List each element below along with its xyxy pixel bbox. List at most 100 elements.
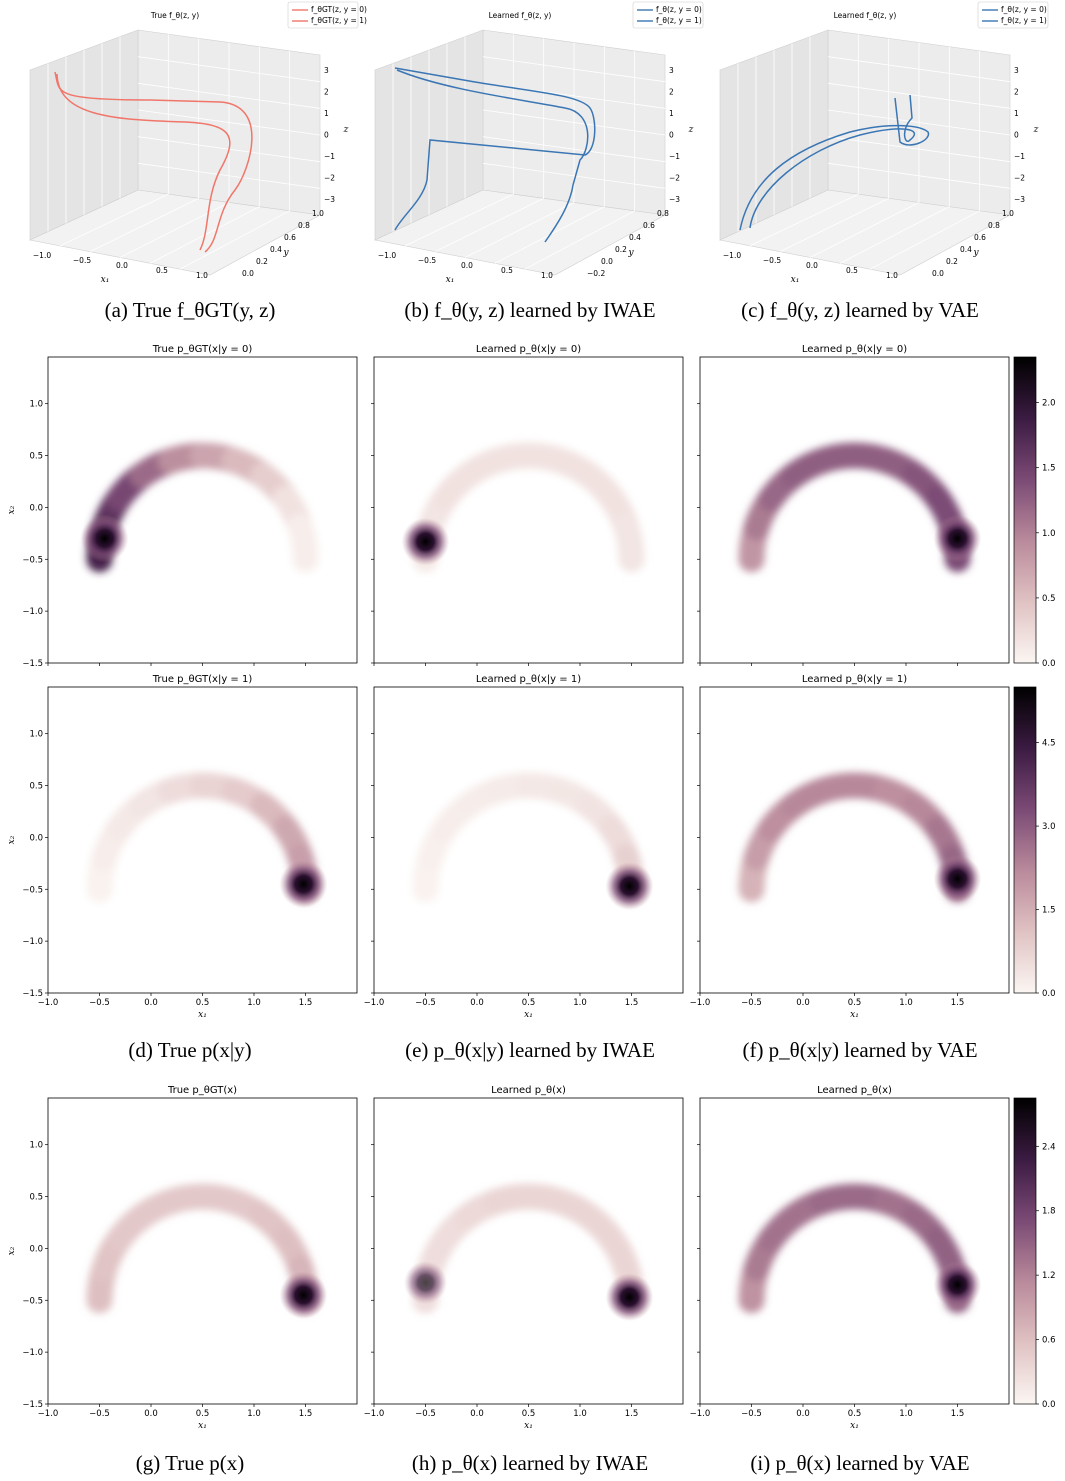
x-tick-label: 0.0 [144,1409,158,1419]
plot-title: True f_θ(z, y) [150,11,199,20]
legend-label: f_θ(z, y = 1) [656,16,702,25]
x-tick-label: 1.5 [299,998,313,1008]
x-tick-label: 1.5 [951,998,965,1008]
y-tick-label: 0.8 [657,209,669,218]
z-tick-label: −2 [669,174,680,183]
x-tick-label: 1.5 [625,998,639,1008]
x-tick-label: 0.0 [796,1409,810,1419]
colorbar-tick-label: 1.5 [1042,906,1056,916]
caption: (i) p_θ(x) learned by VAE [750,1451,969,1475]
density-peak [605,1273,654,1322]
density-peak [933,514,982,563]
caption: (a) True f_θGT(y, z) [105,298,276,322]
y-axis-label: x₂ [7,1246,17,1255]
caption: (b) f_θ(y, z) learned by IWAE [404,298,655,322]
x-tick-label: −0.5 [415,998,436,1008]
plot-background [48,1098,357,1404]
grid-line [749,193,859,247]
grid-line [869,210,980,270]
z-tick-label: 0 [669,131,674,140]
plot-background [374,1098,683,1404]
colorbar-tick-label: 1.2 [1042,1271,1056,1281]
curve [739,97,930,231]
panel-title: True p_θGT(x|y = 1) [152,674,253,685]
colorbar-tick-label: 0.6 [1042,1336,1056,1346]
x-tick-label: −1.0 [364,998,385,1008]
x1-axis-label: x₁ [446,275,455,285]
y-tick-label: 0.4 [960,245,972,254]
y-tick-label: 0.8 [988,221,1000,230]
x1-tick-label: −1.0 [33,251,51,260]
heatmap-panel: Learned p_θ(x|y = 1) −1.0 −0.5 0.0 0.5 1.0 1.5… [690,674,1010,1020]
panel-title: True p_θGT(x|y = 0) [152,344,253,355]
y-tick-label: 0.0 [932,269,944,278]
x-tick-label: 0.5 [848,1409,862,1419]
y-tick-label: 0.6 [974,233,986,242]
colorbar-tick-label: 0.0 [1042,989,1056,999]
grid-line [137,162,321,189]
heatmap-panel: True p_θGT(x|y = 1)−1.5−1.0−0.50.00.51.0… [7,674,358,1020]
legend: f_θ(z, y = 0) f_θ(z, y = 1) [632,1,704,29]
colorbar: 0.0 0.5 1.0 1.5 2.0 [1013,356,1056,669]
colorbar-bar [1013,686,1037,994]
y-tick-label: 0.2 [946,257,958,266]
panel-title: Learned p_θ(x) [491,1085,566,1096]
legend-label: f_θGT(z, y = 1) [311,16,367,25]
curve [396,69,589,243]
legend: f_θ(z, y = 0) f_θ(z, y = 1) [977,1,1049,29]
x-tick-label: 1.5 [299,1409,313,1419]
x-tick-label: 0.0 [470,1409,484,1419]
x-tick-label: −1.0 [38,998,59,1008]
legend-label: f_θGT(z, y = 0) [311,5,367,14]
x-tick-label: 0.0 [796,998,810,1008]
z-tick-label: 3 [324,66,329,75]
y-tick-label: −1.0 [22,1348,43,1358]
density-arc [86,772,319,903]
caption: (h) p_θ(x) learned by IWAE [412,1451,648,1475]
plot-background [700,1098,1009,1404]
y-tick-label: 0.2 [256,257,268,266]
y-tick-label: 1.0 [29,730,43,740]
x1-tick-label: −1.0 [723,251,741,260]
y-tick-label: 1.0 [312,209,324,218]
panel-title: Learned p_θ(x|y = 0) [802,344,907,355]
y-tick-label: 0.4 [270,245,282,254]
y-tick-label: 0.0 [601,257,613,266]
z-tick-label: 1 [1014,109,1019,118]
grid-line [464,202,575,258]
y-axis-label: x₂ [7,835,17,844]
colorbar-tick-label: 4.5 [1042,739,1056,749]
x-tick-label: 1.5 [625,1409,639,1419]
x1-tick-label: 1.0 [886,271,898,280]
y-tick-label: 0.0 [29,503,43,513]
grid-line [179,210,290,270]
y-tick-label: −1.5 [22,1400,43,1410]
heatmap-panel: True p_θGT(x)−1.5−1.0−0.50.00.51.0x₂−1.0… [7,1085,358,1431]
plot-background [48,357,357,663]
heatmap-panel: Learned p_θ(x) −1.0 −0.5 0.0 0.5 1.0 1.5 x₁ [364,1085,684,1431]
x-tick-label: 1.0 [247,998,261,1008]
heatmap-panel: Learned p_θ(x|y = 1) −1.0 −0.5 0.0 0.5 1.0 1.5… [364,674,684,1020]
colorbar: 0.0 0.6 1.2 1.8 2.4 [1013,1097,1056,1410]
x1-tick-label: −0.5 [763,256,781,265]
z-axis-label: z [1033,125,1039,135]
plot-background [700,687,1009,993]
plot-title: Learned f_θ(z, y) [834,11,897,20]
density-peak [403,1261,448,1305]
plot-background [700,357,1009,663]
x-tick-label: 1.0 [899,998,913,1008]
y-tick-label: 0.8 [298,221,310,230]
colorbar: 0.0 1.5 3.0 4.5 [1013,686,1056,999]
x1-tick-label: −0.5 [73,256,91,265]
y-tick-label: −0.5 [22,1296,43,1306]
curve [54,71,253,253]
panel-title: Learned p_θ(x|y = 1) [802,674,907,685]
density-peak [933,855,982,903]
caption: (c) f_θ(y, z) learned by VAE [741,298,979,322]
plot-3d: Learned f_θ(z, y)f_θ(z, y = 0)f_θ(z, y =… [374,1,704,285]
y-tick-label: 0.0 [242,269,254,278]
grid-line [89,197,199,253]
grid-line [434,197,544,253]
x-tick-label: −1.0 [690,998,711,1008]
